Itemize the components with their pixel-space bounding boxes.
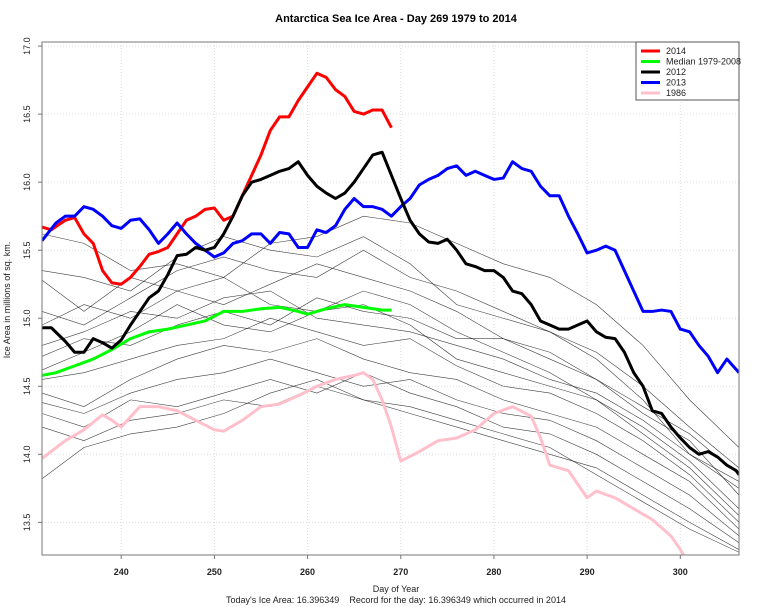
axes: 240 250 260 270 280 290 300 13.5 14.0 14.5 15.0 15.… bbox=[22, 37, 688, 577]
series-line-2012 bbox=[42, 150, 739, 476]
other-year-line bbox=[42, 215, 739, 448]
y-tick-label: 15.0 bbox=[22, 309, 32, 327]
y-tick-label: 16.0 bbox=[22, 173, 32, 191]
x-tick-label: 290 bbox=[580, 567, 595, 577]
series-line-2013 bbox=[42, 160, 739, 375]
series-line-2014 bbox=[42, 71, 393, 286]
y-tick-label: 16.5 bbox=[22, 105, 32, 123]
other-year-line bbox=[42, 304, 739, 516]
x-tick-label: 280 bbox=[486, 567, 501, 577]
other-year-line bbox=[42, 297, 739, 475]
plot-border bbox=[41, 41, 740, 556]
other-year-line bbox=[42, 379, 739, 553]
x-tick-label: 300 bbox=[673, 567, 688, 577]
other-year-line bbox=[42, 290, 739, 489]
x-axis-label: Day of Year bbox=[373, 584, 420, 594]
y-tick-label: 14.5 bbox=[22, 378, 32, 396]
data-lines bbox=[42, 71, 739, 555]
legend-label: 2013 bbox=[666, 78, 686, 88]
series-line-median-1979-2008 bbox=[42, 303, 392, 377]
other-year-line bbox=[42, 249, 739, 469]
other-year-line bbox=[42, 372, 739, 544]
footer-text: Today's Ice Area: 16.396349 Record for t… bbox=[226, 595, 566, 605]
x-tick-label: 270 bbox=[393, 567, 408, 577]
series-line-1986 bbox=[42, 371, 686, 555]
y-tick-label: 14.0 bbox=[22, 446, 32, 464]
other-year-line bbox=[42, 338, 739, 530]
x-tick-label: 260 bbox=[300, 567, 315, 577]
y-tick-label: 15.5 bbox=[22, 241, 32, 259]
legend-label: 2014 bbox=[666, 46, 686, 56]
other-year-line bbox=[42, 263, 739, 496]
y-tick-label: 13.5 bbox=[22, 514, 32, 532]
other-year-line bbox=[42, 236, 739, 482]
other-year-line bbox=[42, 277, 739, 509]
other-year-line bbox=[42, 385, 739, 550]
chart-title: Antarctica Sea Ice Area - Day 269 1979 t… bbox=[275, 13, 518, 25]
y-tick-label: 17.0 bbox=[22, 37, 32, 55]
x-tick-label: 240 bbox=[114, 567, 129, 577]
legend-label: Median 1979-2008 bbox=[666, 57, 741, 67]
x-tick-label: 250 bbox=[207, 567, 222, 577]
grid bbox=[42, 42, 739, 555]
legend-label: 1986 bbox=[666, 88, 686, 98]
other-year-line bbox=[42, 317, 739, 523]
legend-label: 2012 bbox=[666, 67, 686, 77]
y-axis-label: Ice Area in millions of sq. km. bbox=[2, 242, 12, 359]
